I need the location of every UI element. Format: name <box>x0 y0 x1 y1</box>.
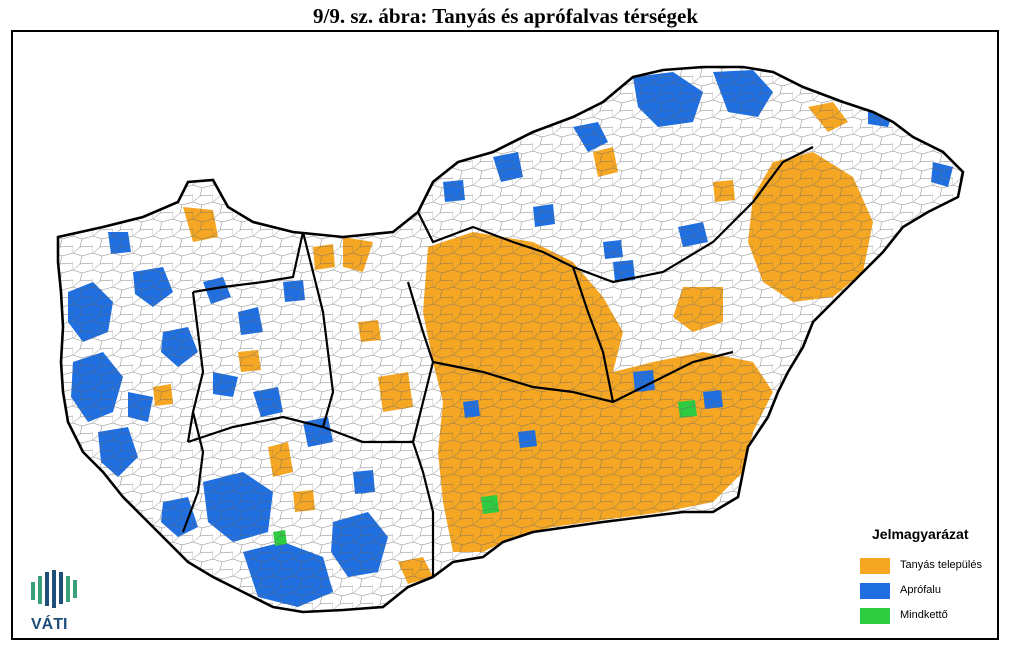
vati-logo-icon <box>31 570 77 608</box>
legend-label-mindketto: Mindkettő <box>900 609 948 621</box>
logo-text: VÁTI <box>31 616 68 633</box>
legend-label-aprofalu: Aprófalu <box>900 584 941 596</box>
legend: Jelmagyarázat Tanyás település Aprófalu … <box>848 522 997 637</box>
aprofalu-swatch <box>860 583 890 599</box>
legend-item-mindketto: Mindkettő <box>860 608 997 626</box>
map-frame: Jelmagyarázat Tanyás település Aprófalu … <box>11 30 999 640</box>
legend-item-aprofalu: Aprófalu <box>860 583 997 601</box>
region-borders <box>181 146 814 577</box>
vati-logo: VÁTI <box>29 568 89 638</box>
map-title: 9/9. sz. ábra: Tanyás és aprófalvas térs… <box>313 4 698 28</box>
tanyas-swatch <box>860 558 890 574</box>
legend-item-tanyas: Tanyás település <box>860 558 997 576</box>
mindketto-swatch <box>860 608 890 624</box>
legend-label-tanyas: Tanyás település <box>900 559 982 571</box>
hungary-map <box>56 65 965 614</box>
legend-title: Jelmagyarázat <box>872 526 969 542</box>
